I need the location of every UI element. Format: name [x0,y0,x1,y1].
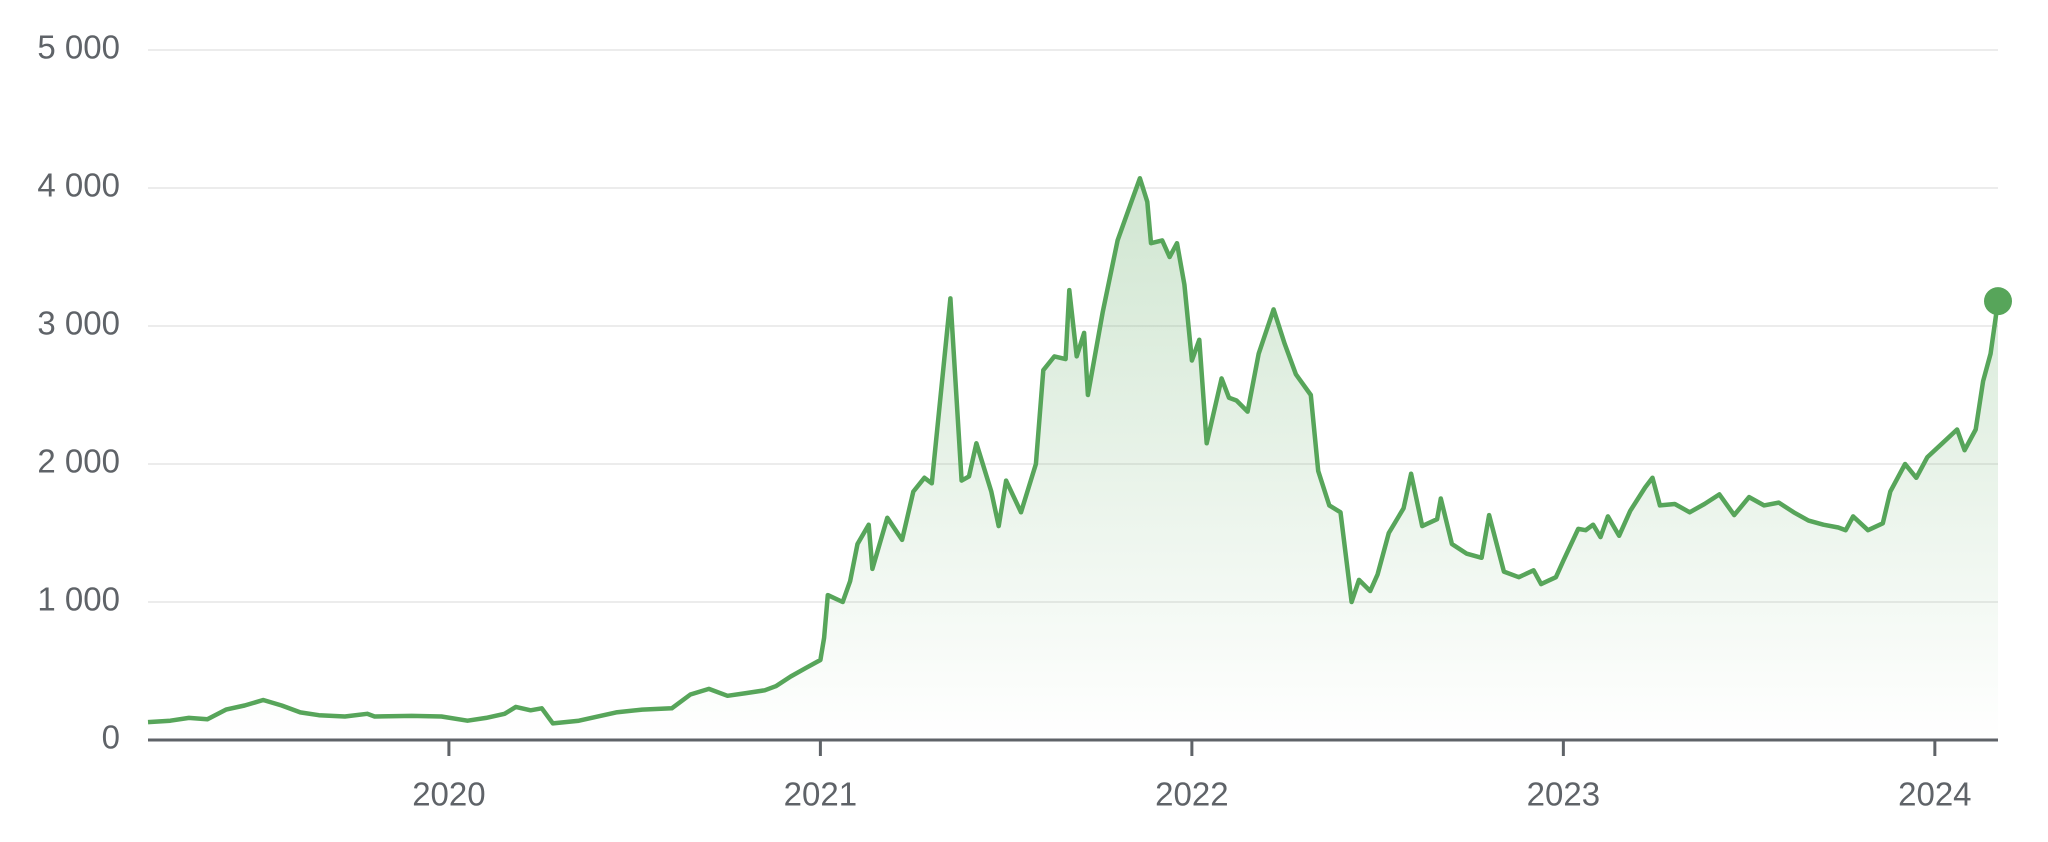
x-tick-label: 2023 [1527,776,1600,813]
line [147,176,2001,726]
x-tick-label: 2020 [412,776,485,813]
x-tick-label: 2022 [1155,776,1228,813]
area [148,178,1998,741]
x-tick-label: 2021 [784,776,857,813]
y-tick-label: 5 000 [37,29,120,66]
y-tick-label: 4 000 [37,167,120,204]
x-tick-label: 2024 [1898,776,1971,813]
y-tick-label: 1 000 [37,581,120,618]
y-tick-label: 3 000 [37,305,120,342]
y-tick-label: 0 [102,719,120,756]
y-tick-label: 2 000 [37,443,120,480]
end-point [1984,287,2012,316]
